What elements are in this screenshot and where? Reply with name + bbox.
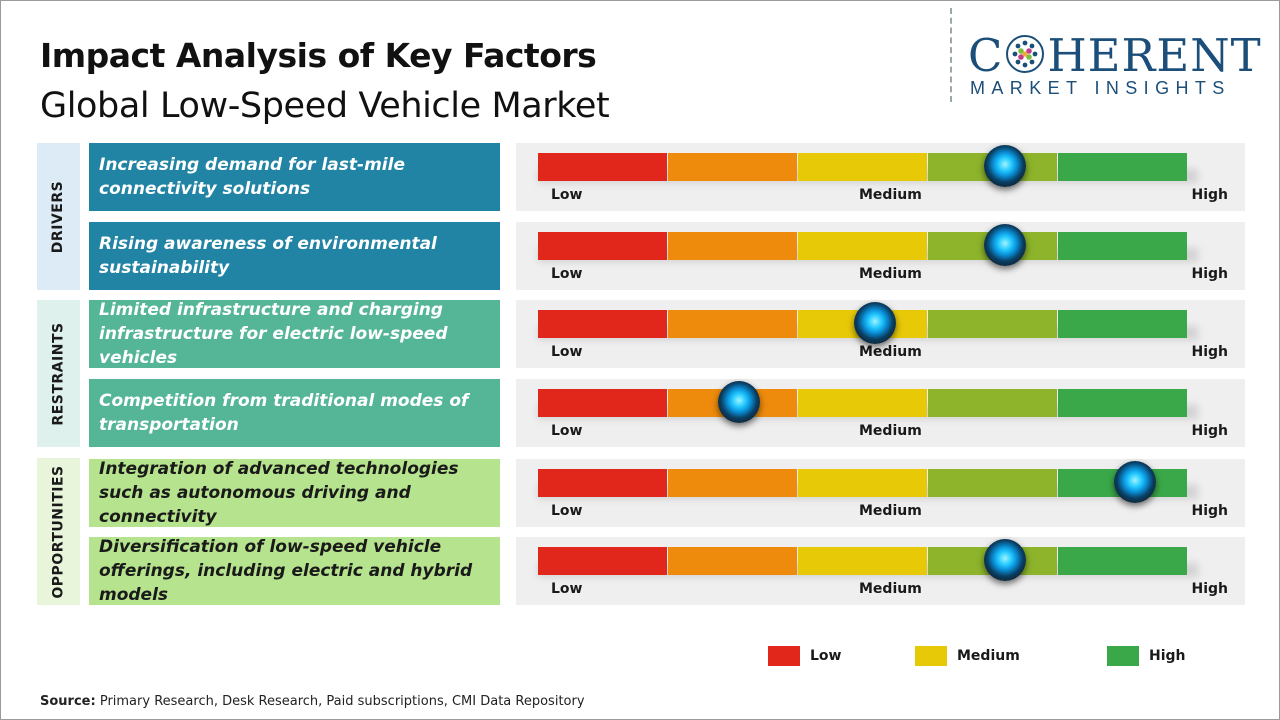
impact-indicator-knob bbox=[984, 539, 1027, 581]
factor-text: Competition from traditional modes of tr… bbox=[99, 391, 469, 435]
impact-gauge: Low Medium High bbox=[516, 379, 1245, 447]
category-opportunities: OPPORTUNITIES bbox=[37, 458, 80, 605]
category-label: RESTRAINTS bbox=[50, 321, 67, 426]
scale-low-label: Low bbox=[551, 266, 583, 282]
source-note: Source: Primary Research, Desk Research,… bbox=[40, 694, 585, 709]
scale-medium-label: Medium bbox=[859, 187, 922, 203]
legend-swatch bbox=[1107, 646, 1139, 666]
factor-text: Limited infrastructure and charging infr… bbox=[99, 300, 448, 368]
legend-label: Low bbox=[810, 648, 842, 664]
scale-segment bbox=[798, 547, 927, 575]
legend-swatch bbox=[915, 646, 947, 666]
category-label: OPPORTUNITIES bbox=[50, 464, 67, 599]
factor-box: Limited infrastructure and charging infr… bbox=[89, 300, 500, 368]
scale-medium-label: Medium bbox=[859, 344, 922, 360]
scale-segment bbox=[668, 310, 797, 338]
scale-high-label: High bbox=[1191, 423, 1228, 439]
scale-segment bbox=[538, 232, 667, 260]
legend-label: Medium bbox=[957, 648, 1020, 664]
category-label: DRIVERS bbox=[50, 180, 67, 253]
scale-segment bbox=[668, 547, 797, 575]
scale-segment bbox=[538, 469, 667, 497]
scale-segment bbox=[1058, 389, 1187, 417]
scale-segment bbox=[928, 389, 1057, 417]
scale-segment bbox=[1058, 153, 1187, 181]
logo-tagline: MARKET INSIGHTS bbox=[970, 78, 1231, 98]
factor-text: Integration of advanced technologies suc… bbox=[99, 459, 459, 527]
factor-box: Integration of advanced technologies suc… bbox=[89, 459, 500, 527]
factor-box: Competition from traditional modes of tr… bbox=[89, 379, 500, 447]
impact-indicator-knob bbox=[1114, 461, 1157, 503]
scale-segment bbox=[798, 153, 927, 181]
scale-medium-label: Medium bbox=[859, 423, 922, 439]
category-drivers: DRIVERS bbox=[37, 143, 80, 290]
impact-indicator-knob bbox=[718, 381, 761, 423]
scale-segment bbox=[538, 310, 667, 338]
legend-item-medium: Medium bbox=[915, 646, 1020, 666]
impact-gauge: Low Medium High bbox=[516, 143, 1245, 211]
factor-text: Diversification of low-speed vehicle off… bbox=[99, 537, 473, 605]
factor-text: Increasing demand for last-mile connecti… bbox=[99, 155, 405, 199]
scale-high-label: High bbox=[1191, 503, 1228, 519]
scale-low-label: Low bbox=[551, 503, 583, 519]
logo-name-right: HERENT bbox=[1047, 29, 1262, 82]
scale-low-label: Low bbox=[551, 581, 583, 597]
impact-gauge: Low Medium High bbox=[516, 300, 1245, 368]
page-title: Impact Analysis of Key Factors bbox=[40, 36, 597, 75]
factor-text: Rising awareness of environmental sustai… bbox=[99, 234, 437, 278]
factor-box: Rising awareness of environmental sustai… bbox=[89, 222, 500, 290]
logo-wordmark: C HERENT bbox=[968, 30, 1262, 82]
scale-low-label: Low bbox=[551, 344, 583, 360]
scale-segment bbox=[668, 153, 797, 181]
scale-segment bbox=[798, 232, 927, 260]
scale-medium-label: Medium bbox=[859, 266, 922, 282]
impact-gauge: Low Medium High bbox=[516, 459, 1245, 527]
scale-low-label: Low bbox=[551, 423, 583, 439]
scale-low-label: Low bbox=[551, 187, 583, 203]
scale-segment bbox=[538, 153, 667, 181]
impact-indicator-knob bbox=[854, 302, 897, 344]
legend-item-low: Low bbox=[768, 646, 841, 666]
scale-medium-label: Medium bbox=[859, 503, 922, 519]
logo-name-left: C bbox=[968, 29, 1004, 82]
page-subtitle: Global Low-Speed Vehicle Market bbox=[40, 86, 610, 126]
scale-segment bbox=[1058, 547, 1187, 575]
impact-gauge: Low Medium High bbox=[516, 537, 1245, 605]
scale-high-label: High bbox=[1191, 266, 1228, 282]
scale-segment bbox=[798, 469, 927, 497]
factor-box: Diversification of low-speed vehicle off… bbox=[89, 537, 500, 605]
scale-segment bbox=[1058, 232, 1187, 260]
factor-box: Increasing demand for last-mile connecti… bbox=[89, 143, 500, 211]
legend-swatch bbox=[768, 646, 800, 666]
logo-divider bbox=[950, 8, 952, 102]
scale-segment bbox=[538, 547, 667, 575]
scale-segment bbox=[668, 232, 797, 260]
impact-indicator-knob bbox=[984, 145, 1027, 187]
scale-high-label: High bbox=[1191, 187, 1228, 203]
scale-segment bbox=[668, 469, 797, 497]
globe-dots-icon bbox=[1006, 35, 1045, 73]
scale-medium-label: Medium bbox=[859, 581, 922, 597]
scale-segment bbox=[538, 389, 667, 417]
category-restraints: RESTRAINTS bbox=[37, 300, 80, 447]
source-label: Source: bbox=[40, 694, 96, 709]
scale-high-label: High bbox=[1191, 581, 1228, 597]
scale-segment bbox=[928, 310, 1057, 338]
scale-segment bbox=[1058, 310, 1187, 338]
source-text: Primary Research, Desk Research, Paid su… bbox=[99, 694, 585, 709]
scale-high-label: High bbox=[1191, 344, 1228, 360]
scale-segment bbox=[928, 469, 1057, 497]
legend-item-high: High bbox=[1107, 646, 1186, 666]
legend-label: High bbox=[1149, 648, 1186, 664]
impact-indicator-knob bbox=[984, 224, 1027, 266]
scale-segment bbox=[798, 389, 927, 417]
impact-gauge: Low Medium High bbox=[516, 222, 1245, 290]
